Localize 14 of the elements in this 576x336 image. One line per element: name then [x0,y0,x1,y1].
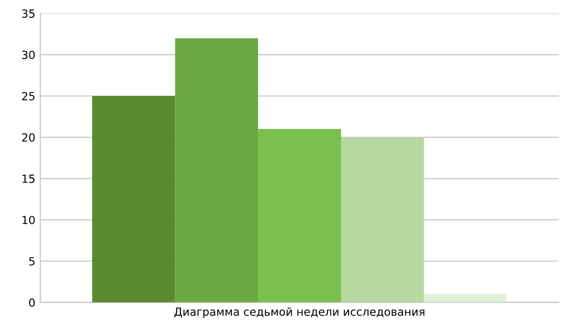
bar [258,129,341,302]
y-tick-label: 35 [22,9,34,18]
y-tick-label: 0 [29,298,35,307]
bar [175,38,258,302]
y-tick-label: 30 [22,50,35,60]
y-tick-label: 15 [22,174,34,183]
y-tick-label: 25 [22,92,34,100]
y-tick-label: 5 [29,257,34,266]
bar [424,294,507,302]
y-tick-label: 10 [22,216,35,224]
y-tick-label: 20 [22,133,35,142]
bar [340,137,424,302]
bar [92,96,176,302]
x-tick-label: Диаграмма седьмой недели исследования [174,307,424,318]
